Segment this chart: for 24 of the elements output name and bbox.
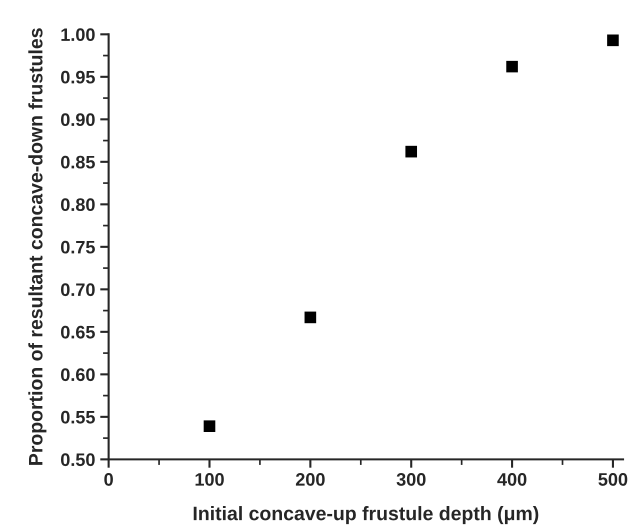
point — [405, 146, 418, 158]
y-tick-label: 0.70 — [61, 283, 95, 296]
point — [607, 34, 619, 46]
y-tick-label: 0.95 — [61, 70, 95, 84]
x-tick-label: 500 — [598, 473, 628, 486]
y-tick-label: 1.00 — [61, 28, 95, 42]
y-tick-label: 0.55 — [61, 410, 95, 424]
y-tick-label: 0.80 — [61, 198, 95, 212]
x-tick-label: 0 — [104, 473, 113, 486]
x-tick-label: 100 — [196, 473, 224, 486]
y-tick-label: 0.85 — [61, 156, 95, 169]
y-tick-label: 0.90 — [61, 113, 95, 126]
x-axis-title: Initial concave-up frustule depth (μm) — [194, 506, 538, 524]
x-tick-label: 300 — [396, 473, 426, 486]
y-tick-label: 0.50 — [61, 453, 95, 466]
y-tick-label: 0.65 — [61, 326, 95, 339]
y-tick-label: 0.60 — [61, 368, 95, 382]
x-tick-label: 400 — [497, 473, 526, 486]
point — [204, 420, 216, 432]
point — [304, 312, 316, 324]
y-tick-label: 0.75 — [61, 240, 95, 254]
point — [506, 60, 518, 72]
y-axis-title: Proportion of resultant concave-down frustules — [28, 28, 46, 465]
x-tick-label: 200 — [296, 473, 325, 486]
